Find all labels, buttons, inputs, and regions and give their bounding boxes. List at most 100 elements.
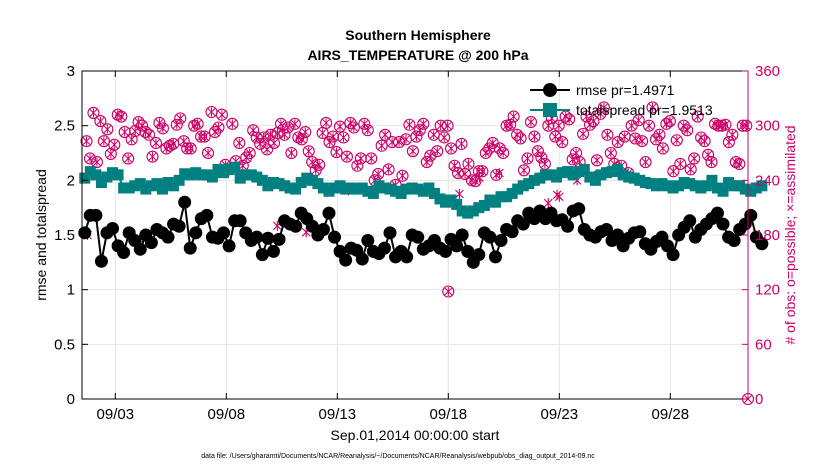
obs-possible-point bbox=[97, 135, 110, 148]
obs-possible-point bbox=[524, 115, 538, 129]
obs-possible-circle bbox=[524, 115, 538, 129]
obs-possible-asterisk bbox=[457, 139, 466, 149]
obs-possible-point bbox=[87, 106, 100, 119]
obs-possible-circle bbox=[274, 117, 288, 130]
obs-possible-circle bbox=[306, 156, 319, 169]
obs-possible-asterisk bbox=[558, 137, 567, 147]
rmse-point bbox=[133, 242, 147, 256]
obs-possible-asterisk bbox=[336, 122, 344, 132]
totalspread-point bbox=[206, 171, 218, 183]
obs-possible-asterisk bbox=[103, 124, 112, 134]
obs-possible-asterisk bbox=[683, 125, 692, 135]
rmse-point bbox=[266, 244, 280, 258]
obs-possible-circle bbox=[639, 156, 652, 169]
rmse-point bbox=[439, 244, 453, 258]
obs-possible-asterisk bbox=[395, 137, 403, 147]
obs-possible-circle bbox=[413, 124, 426, 137]
rmse-point bbox=[727, 233, 741, 247]
obs-possible-point bbox=[733, 157, 746, 170]
obs-possible-circle bbox=[604, 146, 617, 160]
obs-possible-asterisk bbox=[186, 143, 195, 153]
obs-possible-point bbox=[531, 145, 544, 158]
obs-possible-asterisk bbox=[426, 151, 435, 161]
obs-possible-asterisk bbox=[447, 143, 455, 153]
x-tick-label: 09/08 bbox=[208, 406, 246, 423]
obs-possible-asterisk bbox=[228, 119, 237, 129]
obs-possible-point bbox=[156, 122, 169, 135]
obs-possible-point bbox=[337, 131, 350, 144]
totalspread-point bbox=[79, 172, 91, 184]
y-axis-label: rmse and totalspread bbox=[33, 169, 49, 301]
obs-possible-point bbox=[94, 115, 107, 128]
obs-possible-point bbox=[320, 116, 333, 129]
obs-possible-point bbox=[267, 136, 281, 150]
obs-possible-circle bbox=[726, 128, 739, 141]
rmse-point bbox=[316, 223, 330, 237]
legend-entry: rmse pr=1.4971 bbox=[530, 82, 675, 98]
obs-possible-asterisk bbox=[100, 136, 108, 146]
obs-possible-asterisk bbox=[443, 121, 452, 131]
obs-possible-point bbox=[361, 124, 374, 137]
obs-possible-circle bbox=[642, 119, 656, 132]
rmse-point bbox=[361, 233, 375, 247]
obs-possible-point bbox=[442, 285, 455, 298]
obs-possible-circle bbox=[597, 101, 610, 114]
obs-possible-circle bbox=[250, 131, 263, 144]
obs-possible-asterisk bbox=[322, 118, 330, 128]
obs-possible-asterisk bbox=[332, 147, 341, 157]
obs-possible-point bbox=[556, 136, 569, 149]
rmse-point bbox=[144, 236, 158, 250]
obs-possible-asterisk bbox=[214, 122, 223, 132]
obs-possible-asterisk bbox=[398, 171, 407, 181]
obs-possible-circle bbox=[448, 159, 461, 172]
legend-label: rmse pr=1.4971 bbox=[576, 82, 675, 98]
obs-possible-point bbox=[198, 130, 211, 143]
totalspread-point bbox=[229, 161, 241, 173]
obs-possible-point bbox=[372, 167, 385, 181]
obs-possible-circle bbox=[563, 113, 576, 126]
obs-possible-circle bbox=[195, 130, 208, 143]
plot-area bbox=[78, 101, 769, 406]
obs-possible-circle bbox=[691, 110, 704, 123]
obs-possible-point bbox=[698, 135, 711, 148]
obs-possible-circle bbox=[531, 145, 544, 158]
y-tick-label: 2 bbox=[67, 172, 75, 189]
obs-possible-circle bbox=[149, 136, 163, 150]
obs-possible-point bbox=[108, 138, 121, 151]
obs-possible-point bbox=[656, 142, 669, 155]
obs-possible-circle bbox=[674, 157, 687, 170]
obs-possible-point bbox=[205, 105, 218, 119]
obs-possible-circle bbox=[215, 108, 228, 121]
obs-possible-circle bbox=[594, 107, 607, 120]
obs-possible-asterisk bbox=[516, 133, 525, 143]
obs-possible-point bbox=[663, 115, 676, 128]
obs-possible-point bbox=[302, 145, 315, 158]
obs-possible-point bbox=[726, 128, 739, 141]
rmse-point bbox=[505, 225, 519, 239]
obs-possible-circle bbox=[681, 124, 694, 137]
obs-possible-point bbox=[261, 143, 274, 156]
obs-possible-circle bbox=[247, 124, 260, 137]
obs-possible-asterisk bbox=[638, 136, 646, 146]
data-file-footnote: data file: /Users/gharamti/Documents/NCA… bbox=[201, 453, 595, 460]
obs-possible-circle bbox=[382, 163, 395, 176]
obs-possible-circle bbox=[517, 164, 531, 177]
obs-possible-circle bbox=[281, 121, 294, 134]
obs-possible-asterisk bbox=[106, 149, 115, 159]
obs-possible-point bbox=[340, 150, 353, 163]
obs-possible-circle bbox=[83, 152, 97, 165]
obs-possible-asterisk bbox=[270, 138, 278, 148]
legend-marker bbox=[543, 103, 557, 117]
obs-possible-circle bbox=[535, 151, 548, 164]
obs-possible-asterisk bbox=[721, 120, 730, 130]
rmse-point bbox=[483, 230, 497, 244]
obs-possible-circle bbox=[375, 139, 388, 152]
obs-possible-asterisk bbox=[523, 153, 532, 163]
obs-possible-circle bbox=[285, 146, 298, 160]
obs-possible-circle bbox=[577, 127, 590, 140]
obs-possible-circle bbox=[365, 152, 378, 165]
obs-possible-asterisk bbox=[381, 130, 389, 140]
obs-possible-point bbox=[646, 101, 659, 114]
obs-possible-point bbox=[149, 136, 163, 150]
rmse-point bbox=[106, 221, 120, 235]
